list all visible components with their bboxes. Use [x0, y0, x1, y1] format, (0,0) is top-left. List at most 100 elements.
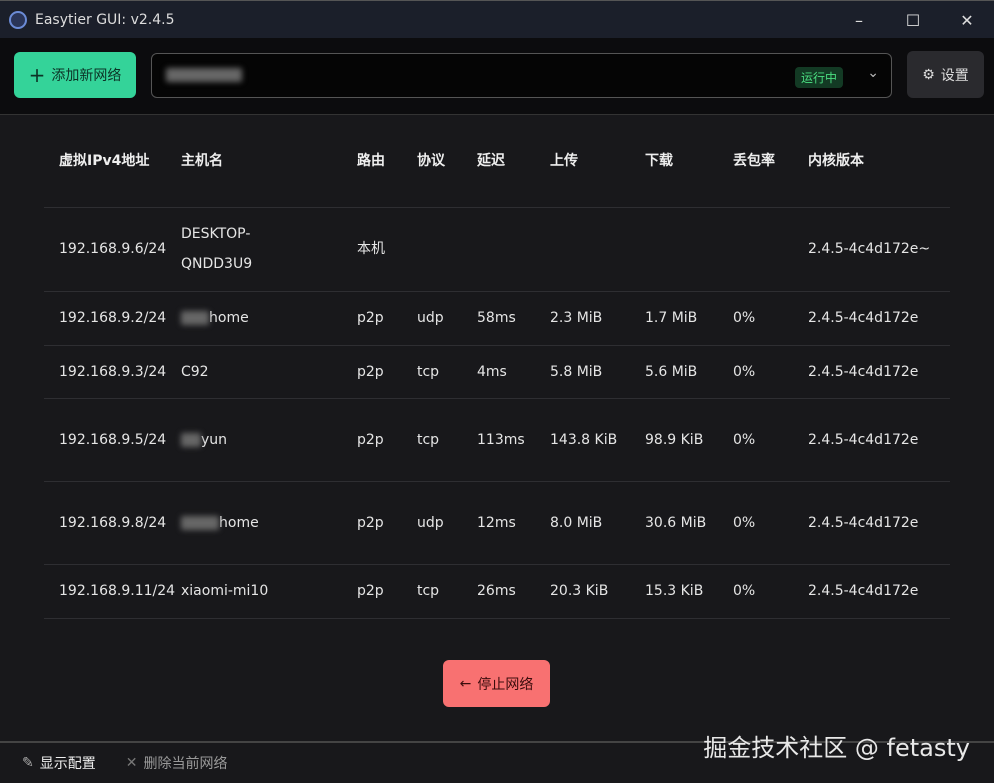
table-cell: 26ms [477, 563, 550, 619]
cell-text: 2.4.5-4c4d172e [808, 310, 919, 326]
table-cell: 1.7 MiB [645, 290, 733, 345]
table-cell: 2.4.5-4c4d172e~ [808, 206, 950, 291]
gear-icon: ⚙ [922, 66, 935, 83]
close-button[interactable]: ✕ [960, 10, 974, 30]
cell-text: yun [201, 431, 228, 448]
footer: ✎ 显示配置 ✕ 删除当前网络 [0, 741, 994, 783]
hostname-redacted [181, 311, 209, 325]
stop-network-button[interactable]: ← 停止网络 [443, 660, 550, 707]
table-cell: 5.6 MiB [645, 344, 733, 398]
table-cell: 20.3 KiB [550, 563, 645, 619]
maximize-button[interactable]: ☐ [905, 10, 921, 30]
table-cell: yun [181, 397, 357, 481]
table-cell: p2p [357, 344, 417, 398]
column-header: 延迟 [477, 152, 505, 169]
table-cell: 192.168.9.3/24 [44, 344, 181, 398]
cell-text: xiaomi-mi10 [181, 583, 269, 599]
window-title: Easytier GUI: v2.4.5 [35, 11, 175, 28]
cell-text: 5.6 MiB [645, 363, 698, 380]
watermark: 掘金技术社区 @ fetasty [703, 734, 970, 762]
table-cell: 2.4.5-4c4d172e [808, 344, 950, 398]
cell-text: udp [417, 514, 444, 531]
cell-text: p2p [357, 583, 384, 599]
cell-text: tcp [417, 431, 440, 448]
minimize-button[interactable]: – [855, 10, 863, 30]
table-cell: DESKTOP-QNDD3U9 [181, 206, 357, 291]
table-cell: 2.4.5-4c4d172e [808, 480, 950, 564]
table-cell: 192.168.9.11/24 [44, 563, 181, 619]
plus-icon: + [28, 63, 46, 87]
column-header: 内核版本 [808, 152, 864, 169]
column-header: 下载 [645, 152, 673, 169]
cell-text: 0% [733, 583, 756, 599]
table-cell: p2p [357, 480, 417, 564]
table-cell: tcp [417, 397, 477, 481]
show-config-label: 显示配置 [39, 756, 96, 772]
cell-text: DESKTOP-QNDD3U9 [181, 226, 253, 272]
table-cell: 5.8 MiB [550, 344, 645, 398]
cell-text: 0% [733, 431, 756, 448]
app-logo-icon [9, 10, 27, 29]
column-header: 上传 [550, 152, 578, 169]
cell-text: 4ms [477, 363, 507, 380]
table-cell: 2.4.5-4c4d172e [808, 397, 950, 481]
delete-network-button[interactable]: ✕ 删除当前网络 [126, 753, 228, 773]
column-header: 虚拟IPv4地址 [59, 152, 150, 169]
hostname-redacted [181, 432, 201, 447]
table-row: 192.168.9.3/24 C92 p2p tcp 4ms 5.8 MiB 5.6 MiB… [44, 344, 950, 398]
cell-text: 2.4.5-4c4d172e~ [808, 241, 931, 257]
cell-text: 192.168.9.6/24 [59, 241, 167, 257]
cell-text: 98.9 KiB [645, 431, 704, 448]
peer-table: 虚拟IPv4地址 主机名 路由 协议 延迟 上传 下载 丢包率 内核版本 192.168.9.6… [44, 115, 950, 619]
show-config-button[interactable]: ✎ 显示配置 [22, 753, 96, 773]
stop-network-label: 停止网络 [477, 676, 534, 693]
settings-label: 设置 [940, 67, 969, 84]
cell-text: 20.3 KiB [550, 583, 609, 599]
table-cell: home [181, 480, 357, 564]
table-cell [733, 206, 808, 291]
table-cell [417, 206, 477, 291]
table-row: 192.168.9.6/24 DESKTOP-QNDD3U9 本机 2.4.5-4c4… [44, 206, 950, 291]
table-cell: p2p [357, 290, 417, 345]
peer-panel: 虚拟IPv4地址 主机名 路由 协议 延迟 上传 下载 丢包率 内核版本 192.168.9.6… [0, 114, 994, 740]
cell-text: 192.168.9.5/24 [59, 431, 167, 448]
cell-text: home [209, 310, 249, 326]
cell-text: 12ms [477, 514, 516, 531]
cell-text: tcp [417, 363, 440, 380]
cell-text: 2.4.5-4c4d172e [808, 514, 919, 531]
cell-text: udp [417, 310, 444, 326]
cell-text: 15.3 KiB [645, 583, 704, 599]
edit-icon: ✎ [22, 755, 34, 771]
cell-text: 2.3 MiB [550, 310, 603, 326]
cell-text: 30.6 MiB [645, 514, 707, 531]
table-cell: 8.0 MiB [550, 480, 645, 564]
column-header: 路由 [357, 152, 385, 169]
close-icon: ✕ [125, 755, 138, 771]
add-network-button[interactable]: + 添加新网络 [14, 52, 136, 98]
cell-text: 2.4.5-4c4d172e [808, 431, 919, 448]
cell-text: 58ms [477, 310, 516, 326]
column-header: 协议 [417, 152, 445, 169]
table-cell: udp [417, 290, 477, 345]
chevron-down-icon[interactable]: ⌄ [867, 65, 879, 81]
table-cell [645, 206, 733, 291]
table-cell: 58ms [477, 290, 550, 345]
network-select[interactable]: 运行中 ⌄ [151, 53, 892, 98]
cell-text: 0% [733, 363, 756, 380]
settings-button[interactable]: ⚙ 设置 [907, 51, 984, 98]
table-cell: 2.3 MiB [550, 290, 645, 345]
cell-text: 2.4.5-4c4d172e [808, 583, 919, 599]
table-cell: 2.4.5-4c4d172e [808, 563, 950, 619]
cell-text: 0% [733, 514, 756, 531]
table-cell: xiaomi-mi10 [181, 563, 357, 619]
table-cell [550, 206, 645, 291]
cell-text: 2.4.5-4c4d172e [808, 363, 919, 380]
cell-text: 192.168.9.11/24 [59, 583, 176, 599]
cell-text: 1.7 MiB [645, 310, 698, 326]
table-row: 192.168.9.5/24 yun p2p tcp 113ms 143.8 KiB 98.… [44, 397, 950, 481]
cell-text: p2p [357, 514, 384, 531]
cell-text: p2p [357, 363, 384, 380]
table-cell: 192.168.9.5/24 [44, 397, 181, 481]
toolbar: + 添加新网络 运行中 ⌄ ⚙ 设置 [0, 38, 994, 114]
status-badge: 运行中 [794, 67, 843, 88]
